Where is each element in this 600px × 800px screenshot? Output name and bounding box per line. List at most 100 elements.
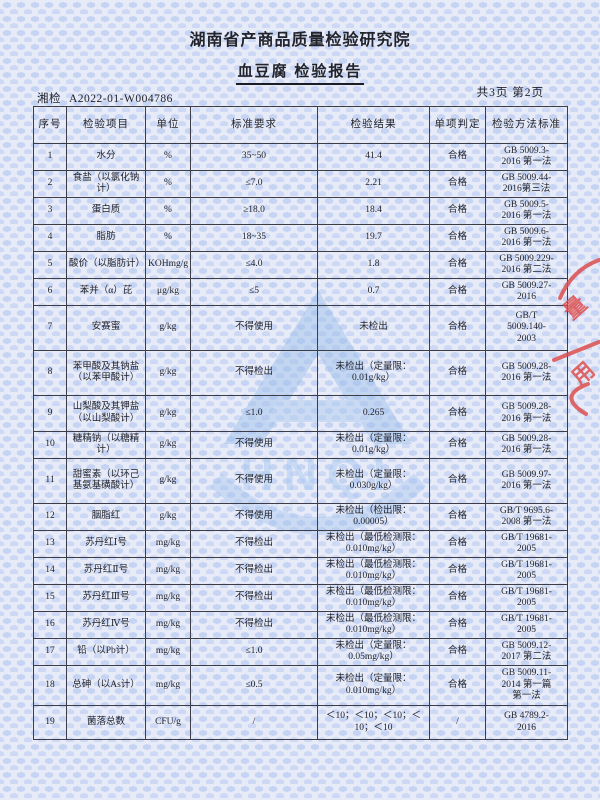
table-cell: GB/T 19681- 2005 [485, 530, 568, 558]
table-cell: 甜蜜素（以环己基氨基磺酸计） [66, 458, 146, 504]
table-cell: mg/kg [145, 665, 191, 706]
table-cell: 未检出（最低检测限：0.010mg/kg） [317, 584, 430, 612]
table-cell: 合格 [429, 431, 486, 459]
table-cell: / [429, 705, 486, 740]
table-cell: 18 [33, 665, 67, 706]
report-number: 湘检 A2022-01-W004786 [37, 90, 173, 106]
table-cell: GB 5009.5- 2016 第一法 [485, 197, 568, 225]
table-cell: 合格 [429, 278, 486, 306]
table-cell: 16 [33, 611, 67, 639]
table-cell: GB 5009.11- 2014 第一篇 第一法 [485, 665, 568, 706]
table-cell: 合格 [429, 530, 486, 558]
table-cell: 苏丹红Ⅱ号 [66, 557, 146, 585]
table-body: 1 水分% 35~50 41.4 合格 GB 5009.3- 2016 第一法 2 食盐（以氯… [33, 143, 568, 740]
table-cell: 山梨酸及其钾盐（以山梨酸计） [66, 395, 146, 432]
table-cell: 胭脂红 [66, 503, 146, 531]
table-cell: mg/kg [145, 584, 191, 612]
table-cell: GB 5009.28- 2016 第一法 [485, 395, 568, 432]
table-cell: 食盐（以氯化钠计） [66, 170, 146, 198]
table-cell: g/kg [145, 395, 191, 432]
table-cell: 未检出（定量限：0.01g/kg） [317, 350, 430, 396]
table-cell: 苯甲酸及其钠盐（以苯甲酸计） [66, 350, 146, 396]
table-cell: 不得检出 [190, 530, 318, 558]
table-cell: 未检出（最低检测限：0.010mg/kg） [317, 611, 430, 639]
table-cell: 合格 [429, 503, 486, 531]
table-cell: ≥18.0 [190, 197, 318, 225]
table-cell: 11 [33, 458, 67, 504]
table-cell: GB 5009.44- 2016第三法 [485, 170, 568, 198]
table-cell: 不得使用 [190, 305, 318, 351]
table-cell: 苏丹红Ⅳ号 [66, 611, 146, 639]
table-cell: g/kg [145, 503, 191, 531]
table-cell: mg/kg [145, 530, 191, 558]
table-cell: ≤1.0 [190, 638, 318, 666]
table-cell: 未检出（定量限：0.010mg/kg） [317, 665, 430, 706]
table-row: 6 苯并（α）芘 μg/kg ≤5 0.7 合格 GB 5009.27- 2016 [33, 278, 568, 306]
table-cell: 铅（以Pb计） [66, 638, 146, 666]
table-cell: 2 [33, 170, 67, 198]
table-cell: g/kg [145, 431, 191, 459]
table-cell: 1 [33, 143, 67, 171]
table-cell: GB/T 19681- 2005 [485, 557, 568, 585]
table-cell: 合格 [429, 458, 486, 504]
table-row: 7 安赛蜜 g/kg 不得使用 未检出 合格 GB/T 5009.140- 2003 [33, 305, 568, 351]
table-cell: % [145, 224, 191, 252]
table-cell: 苏丹红Ⅲ号 [66, 584, 146, 612]
table-cell: 未检出（最低检测限：0.010mg/kg） [317, 530, 430, 558]
table-cell: g/kg [145, 305, 191, 351]
table-cell: 合格 [429, 350, 486, 396]
table-cell: mg/kg [145, 557, 191, 585]
column-header: 标准要求 [190, 106, 318, 144]
column-header: 单项判定 [429, 106, 486, 144]
table-cell: mg/kg [145, 611, 191, 639]
column-header: 检验项目 [66, 106, 146, 144]
table-cell: 不得使用 [190, 503, 318, 531]
report-number-prefix: 湘检 [37, 93, 61, 105]
table-cell: 未检出（检出限：0.00005） [317, 503, 430, 531]
table-row: 4 脂肪% 18~35 19.7 合格 GB 5009.6- 2016 第一法 [33, 224, 568, 252]
table-cell: 14 [33, 557, 67, 585]
table-cell: 合格 [429, 305, 486, 351]
table-cell: mg/kg [145, 638, 191, 666]
table-cell: ＜10；＜10；＜10；＜10；＜10 [317, 705, 430, 740]
table-cell: 合格 [429, 584, 486, 612]
table-cell: GB 5009.12- 2017 第二法 [485, 638, 568, 666]
table-cell: ≤0.5 [190, 665, 318, 706]
table-cell: 1.8 [317, 251, 430, 279]
table-cell: 合格 [429, 224, 486, 252]
header-row: 序号 检验项目 单位 标准要求 检验结果 单项判定 检验方法标准 [33, 106, 568, 144]
table-cell: 17 [33, 638, 67, 666]
table-cell: % [145, 197, 191, 225]
table-row: 17 铅（以Pb计） mg/kg ≤1.0 未检出（定量限：0.05mg/kg） 合格 GB… [33, 638, 568, 666]
table-row: 12 胭脂红 g/kg 不得使用 未检出（检出限：0.00005） 合格 GB/T 9695… [33, 503, 568, 531]
table-cell: 苏丹红Ⅰ号 [66, 530, 146, 558]
table-cell: 合格 [429, 395, 486, 432]
table-row: 3 蛋白质% ≥18.0 18.4 合格 GB 5009.5- 2016 第一法 [33, 197, 568, 225]
table-cell: 13 [33, 530, 67, 558]
table-cell: 酸价（以脂肪计） [66, 251, 146, 279]
table-cell: GB 5009.97- 2016 第一法 [485, 458, 568, 504]
table-row: 16 苏丹红Ⅳ号 mg/kg 不得检出 未检出（最低检测限：0.010mg/kg） 合格 G… [33, 611, 568, 639]
table-row: 8 苯甲酸及其钠盐（以苯甲酸计） g/kg 不得检出 未检出（定量限：0.01g/kg）… [33, 350, 568, 396]
table-cell: g/kg [145, 458, 191, 504]
table-cell: GB 5009.28- 2016 第一法 [485, 431, 568, 459]
table-cell: 糖精钠（以糖精计） [66, 431, 146, 459]
table-row: 10 糖精钠（以糖精计） g/kg 不得使用 未检出（定量限：0.01g/kg） 合格 GB… [33, 431, 568, 459]
table-cell: 合格 [429, 143, 486, 171]
table-row: 1 水分% 35~50 41.4 合格 GB 5009.3- 2016 第一法 [33, 143, 568, 171]
table-cell: 6 [33, 278, 67, 306]
table-cell: 合格 [429, 197, 486, 225]
table-cell: ≤7.0 [190, 170, 318, 198]
table-cell: GB 5009.28- 2016 第一法 [485, 350, 568, 396]
table-cell: 15 [33, 584, 67, 612]
table-row: 15 苏丹红Ⅲ号 mg/kg 不得检出 未检出（最低检测限：0.010mg/kg） 合格 G… [33, 584, 568, 612]
table-cell: 41.4 [317, 143, 430, 171]
table-cell: 不得使用 [190, 458, 318, 504]
table-cell: 未检出（定量限：0.01g/kg） [317, 431, 430, 459]
table-cell: GB/T 19681- 2005 [485, 611, 568, 639]
table-cell: 18.4 [317, 197, 430, 225]
column-header: 检验方法标准 [485, 106, 568, 144]
table-cell: 合格 [429, 638, 486, 666]
table-cell: 合格 [429, 251, 486, 279]
